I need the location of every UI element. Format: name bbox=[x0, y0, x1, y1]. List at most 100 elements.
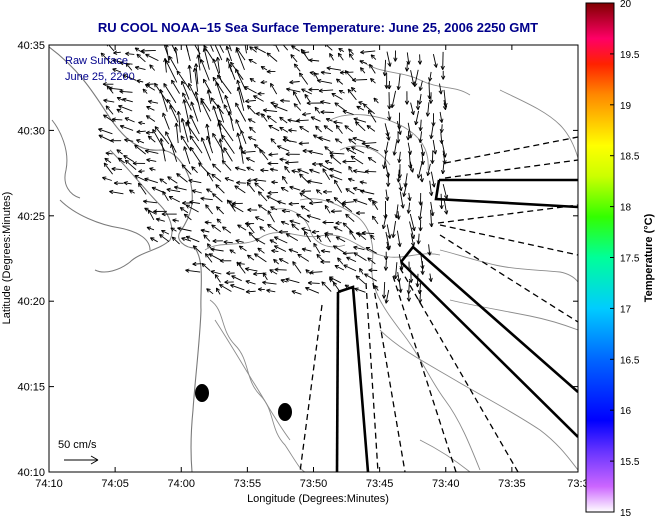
current-vector-head bbox=[427, 251, 432, 256]
current-vector-head bbox=[113, 50, 118, 55]
current-vector bbox=[282, 175, 288, 184]
current-vector-head bbox=[277, 200, 282, 205]
current-vector-head bbox=[371, 215, 377, 220]
current-vector bbox=[216, 287, 221, 295]
current-vector-head bbox=[276, 145, 282, 150]
coastline bbox=[59, 199, 151, 251]
current-vector bbox=[343, 264, 357, 272]
current-vector-head bbox=[359, 60, 364, 65]
current-vector-head bbox=[329, 167, 334, 172]
current-vector bbox=[136, 80, 144, 83]
current-vector-head bbox=[381, 294, 387, 299]
current-vector-head bbox=[425, 112, 430, 117]
current-vector-head bbox=[291, 290, 296, 295]
current-vector-head bbox=[270, 82, 275, 88]
x-tick-label: 73:55 bbox=[234, 478, 262, 490]
current-vector-head bbox=[123, 155, 128, 160]
current-vector bbox=[154, 126, 170, 145]
current-vector-head bbox=[342, 222, 348, 227]
current-vector bbox=[209, 45, 214, 52]
current-vector-head bbox=[365, 246, 371, 251]
current-vector-head bbox=[282, 138, 287, 143]
current-vector bbox=[353, 118, 367, 123]
current-vector-head bbox=[247, 207, 252, 213]
current-vector bbox=[418, 93, 422, 105]
current-vector bbox=[407, 122, 412, 139]
current-vector-head bbox=[215, 184, 220, 189]
current-vector-head bbox=[134, 144, 139, 149]
current-vector bbox=[416, 273, 419, 288]
current-vector bbox=[224, 95, 232, 113]
current-vector-head bbox=[216, 74, 222, 80]
current-vector bbox=[359, 181, 367, 184]
current-vector-head bbox=[353, 198, 358, 203]
x-axis: 74:10 74:05 74:00 73:55 73:50 73:45 73:40 73:35… bbox=[35, 45, 589, 490]
current-vector-head bbox=[267, 190, 272, 196]
current-vector-head bbox=[350, 155, 356, 160]
current-vector-head bbox=[245, 289, 250, 294]
current-vector-head bbox=[132, 161, 137, 166]
current-vector-head bbox=[191, 166, 196, 171]
current-vector bbox=[259, 226, 266, 232]
current-vector-head bbox=[122, 74, 127, 79]
current-vector-head bbox=[346, 256, 351, 261]
current-vector-head bbox=[248, 231, 253, 237]
current-vector bbox=[277, 145, 290, 152]
current-vector-head bbox=[301, 189, 306, 194]
current-vector-head bbox=[171, 79, 176, 85]
current-vector-head bbox=[354, 121, 360, 126]
current-vector-head bbox=[280, 220, 286, 225]
current-vector-head bbox=[155, 217, 161, 222]
current-vector-head bbox=[137, 182, 143, 188]
current-vector-head bbox=[384, 299, 389, 304]
current-vector bbox=[288, 129, 297, 132]
current-vector-head bbox=[204, 253, 210, 258]
current-vector-head bbox=[246, 181, 251, 187]
current-vector bbox=[125, 62, 133, 71]
current-vector-head bbox=[316, 234, 321, 240]
current-vector bbox=[396, 120, 401, 135]
current-vector-head bbox=[168, 55, 173, 61]
current-vector bbox=[317, 79, 333, 84]
current-vector bbox=[292, 261, 302, 274]
current-vector-head bbox=[124, 138, 129, 143]
current-vector bbox=[384, 59, 387, 77]
current-vector bbox=[235, 167, 246, 172]
current-vector bbox=[316, 189, 323, 195]
current-vector bbox=[299, 72, 309, 85]
current-vector bbox=[144, 178, 158, 184]
current-vector-head bbox=[337, 52, 343, 58]
current-vector bbox=[419, 131, 423, 143]
current-vector-head bbox=[216, 104, 221, 109]
current-vector-head bbox=[262, 108, 268, 113]
current-vector bbox=[392, 220, 397, 238]
current-vector bbox=[117, 157, 125, 164]
current-vector bbox=[214, 45, 223, 61]
current-vector bbox=[289, 81, 300, 83]
current-vector-head bbox=[314, 106, 319, 112]
current-vector-head bbox=[273, 236, 279, 241]
current-vector-head bbox=[98, 134, 103, 139]
current-vector bbox=[432, 139, 436, 155]
current-vector bbox=[344, 70, 355, 81]
current-vector bbox=[113, 51, 121, 54]
current-vector-head bbox=[333, 196, 339, 202]
current-vector bbox=[255, 216, 265, 222]
current-vector bbox=[171, 45, 177, 54]
current-vector-head bbox=[409, 168, 415, 173]
current-vector bbox=[284, 165, 290, 174]
current-vector-head bbox=[123, 181, 128, 186]
current-vector bbox=[417, 161, 423, 179]
current-vector-head bbox=[304, 93, 309, 99]
current-vector bbox=[325, 118, 333, 122]
current-vector bbox=[280, 100, 290, 102]
current-vector-head bbox=[174, 122, 179, 127]
current-vector-head bbox=[198, 162, 203, 167]
current-vector bbox=[108, 45, 115, 52]
current-vector-head bbox=[181, 200, 187, 206]
current-vector bbox=[118, 105, 133, 112]
current-vector bbox=[198, 162, 210, 174]
current-vector bbox=[298, 142, 310, 145]
current-vector bbox=[221, 134, 235, 154]
current-vector bbox=[267, 191, 279, 194]
